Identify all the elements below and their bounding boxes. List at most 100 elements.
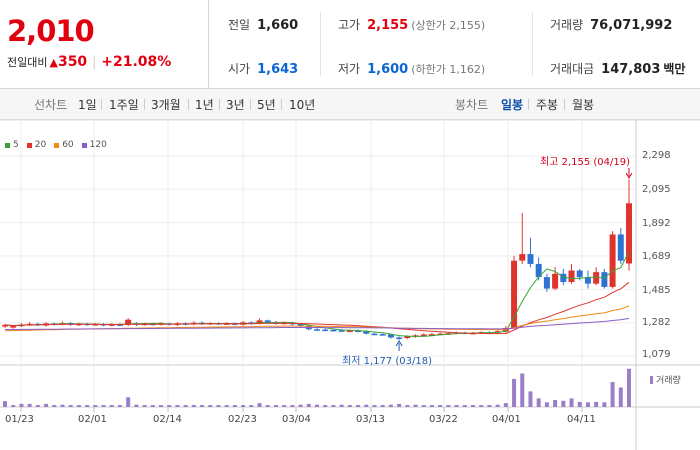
candle-body: [338, 330, 345, 332]
volume-bar: [315, 404, 319, 407]
legend-swatch: [54, 142, 60, 148]
stat-value: 2,155: [367, 18, 409, 33]
stat-label: 고가: [338, 18, 361, 32]
candle-body: [322, 329, 329, 332]
volume-bar: [618, 387, 623, 407]
volume-bar: [585, 402, 590, 407]
volume-bar: [241, 405, 246, 407]
legend-ma60: 60: [54, 140, 74, 150]
volume-bar: [76, 405, 81, 407]
tab-divider: [144, 99, 145, 110]
quote-header: 2,010 전일대비 ▲ 350 | +21.08% 전일 1,660 시가 1,6…: [0, 0, 700, 89]
tab-3m[interactable]: 3개월: [151, 98, 181, 112]
x-tick-label: 03/13: [356, 414, 385, 425]
candle-body: [314, 329, 320, 331]
volume-bar: [117, 405, 122, 407]
change-divider: |: [92, 55, 97, 69]
y-tick-label: 1,282: [642, 317, 671, 328]
stat-high: 고가 2,155 (상한가 2,155): [338, 16, 485, 33]
candle-body: [576, 270, 583, 278]
volume-bar: [454, 405, 459, 407]
candle-body: [560, 273, 567, 283]
tab-1y[interactable]: 1년: [195, 98, 214, 112]
candle-body: [428, 334, 435, 336]
volume-bar: [413, 404, 418, 407]
volume-bar: [438, 405, 443, 407]
volume-bar: [3, 401, 7, 407]
volume-bar: [19, 403, 24, 407]
volume-bar: [224, 405, 229, 407]
y-tick-label: 2,298: [642, 150, 671, 161]
candle-body: [2, 324, 8, 327]
up-arrow-icon: ▲: [49, 55, 58, 69]
change-value: 350: [57, 54, 88, 70]
tab-weekly[interactable]: 주봉: [536, 98, 559, 112]
candle-body: [552, 273, 559, 289]
volume-bar: [331, 405, 336, 407]
candle-body: [264, 320, 271, 323]
x-tick-label: 04/01: [492, 414, 521, 425]
volume-bar: [273, 405, 278, 407]
x-tick-label: 02/01: [78, 414, 107, 425]
candle-body: [404, 336, 411, 339]
volume-bar: [52, 405, 57, 407]
volume-bar: [183, 405, 188, 407]
stat-prev-close: 전일 1,660: [228, 16, 298, 33]
volume-bar: [11, 405, 16, 407]
tab-1d[interactable]: 1일: [78, 98, 97, 112]
volume-bar: [561, 400, 566, 407]
tab-divider: [564, 99, 565, 110]
tab-3y[interactable]: 3년: [226, 98, 245, 112]
line-chart-title: 선차트: [34, 98, 68, 112]
tab-1w[interactable]: 1주일: [109, 98, 139, 112]
candle-body: [543, 277, 550, 289]
volume-bar: [85, 405, 90, 407]
tab-10y[interactable]: 10년: [289, 98, 316, 112]
volume-bar: [306, 403, 311, 407]
tab-divider: [219, 99, 220, 110]
volume-bar: [257, 403, 262, 407]
ma-legend: 5 20 60 120: [5, 140, 115, 150]
volume-bar: [167, 405, 172, 407]
tab-daily[interactable]: 일봉: [501, 98, 524, 112]
lower-limit: (하한가 1,162): [411, 63, 486, 76]
high-annotation: 최고 2,155 (04/19): [540, 157, 631, 168]
low-annotation: 최저 1,177 (03/18): [342, 356, 433, 367]
tab-5y[interactable]: 5년: [257, 98, 276, 112]
x-tick-label: 03/22: [429, 414, 458, 425]
tab-divider: [528, 99, 529, 110]
volume-legend: 거래량: [650, 373, 681, 386]
stat-label: 시가: [228, 62, 251, 76]
volume-bar: [487, 405, 492, 407]
y-tick-label: 2,095: [642, 184, 671, 195]
low-marker-head: [395, 340, 403, 347]
x-tick-label: 03/04: [282, 414, 311, 425]
volume-bar: [347, 405, 352, 407]
stat-value: 1,600: [367, 62, 409, 77]
change-label: 전일대비: [7, 56, 48, 69]
volume-bar: [35, 405, 40, 407]
volume-bar: [471, 405, 475, 407]
volume-bar: [159, 405, 163, 407]
volume-bar: [610, 382, 615, 407]
volume-bar: [544, 402, 549, 407]
candle-body: [420, 334, 427, 337]
candle-body: [601, 272, 608, 287]
stat-value: 147,803: [601, 62, 661, 77]
stat-label: 저가: [338, 62, 361, 76]
y-tick-label: 1,892: [642, 218, 671, 229]
stat-label: 거래대금: [550, 62, 595, 76]
volume-bar: [44, 403, 49, 407]
change-line: 전일대비 ▲ 350 | +21.08%: [7, 54, 171, 70]
volume-bar: [265, 405, 270, 407]
x-tick-label: 02/14: [153, 414, 182, 425]
candle-body: [396, 337, 403, 339]
tab-divider: [250, 99, 251, 110]
candle-body: [387, 334, 394, 338]
y-tick-label: 1,079: [642, 349, 671, 360]
volume-bar: [150, 405, 155, 407]
candle-chart-title: 봉차트: [455, 98, 489, 112]
y-tick-label: 1,689: [642, 251, 671, 262]
candle-body: [371, 333, 378, 336]
tab-monthly[interactable]: 월봉: [572, 98, 595, 112]
